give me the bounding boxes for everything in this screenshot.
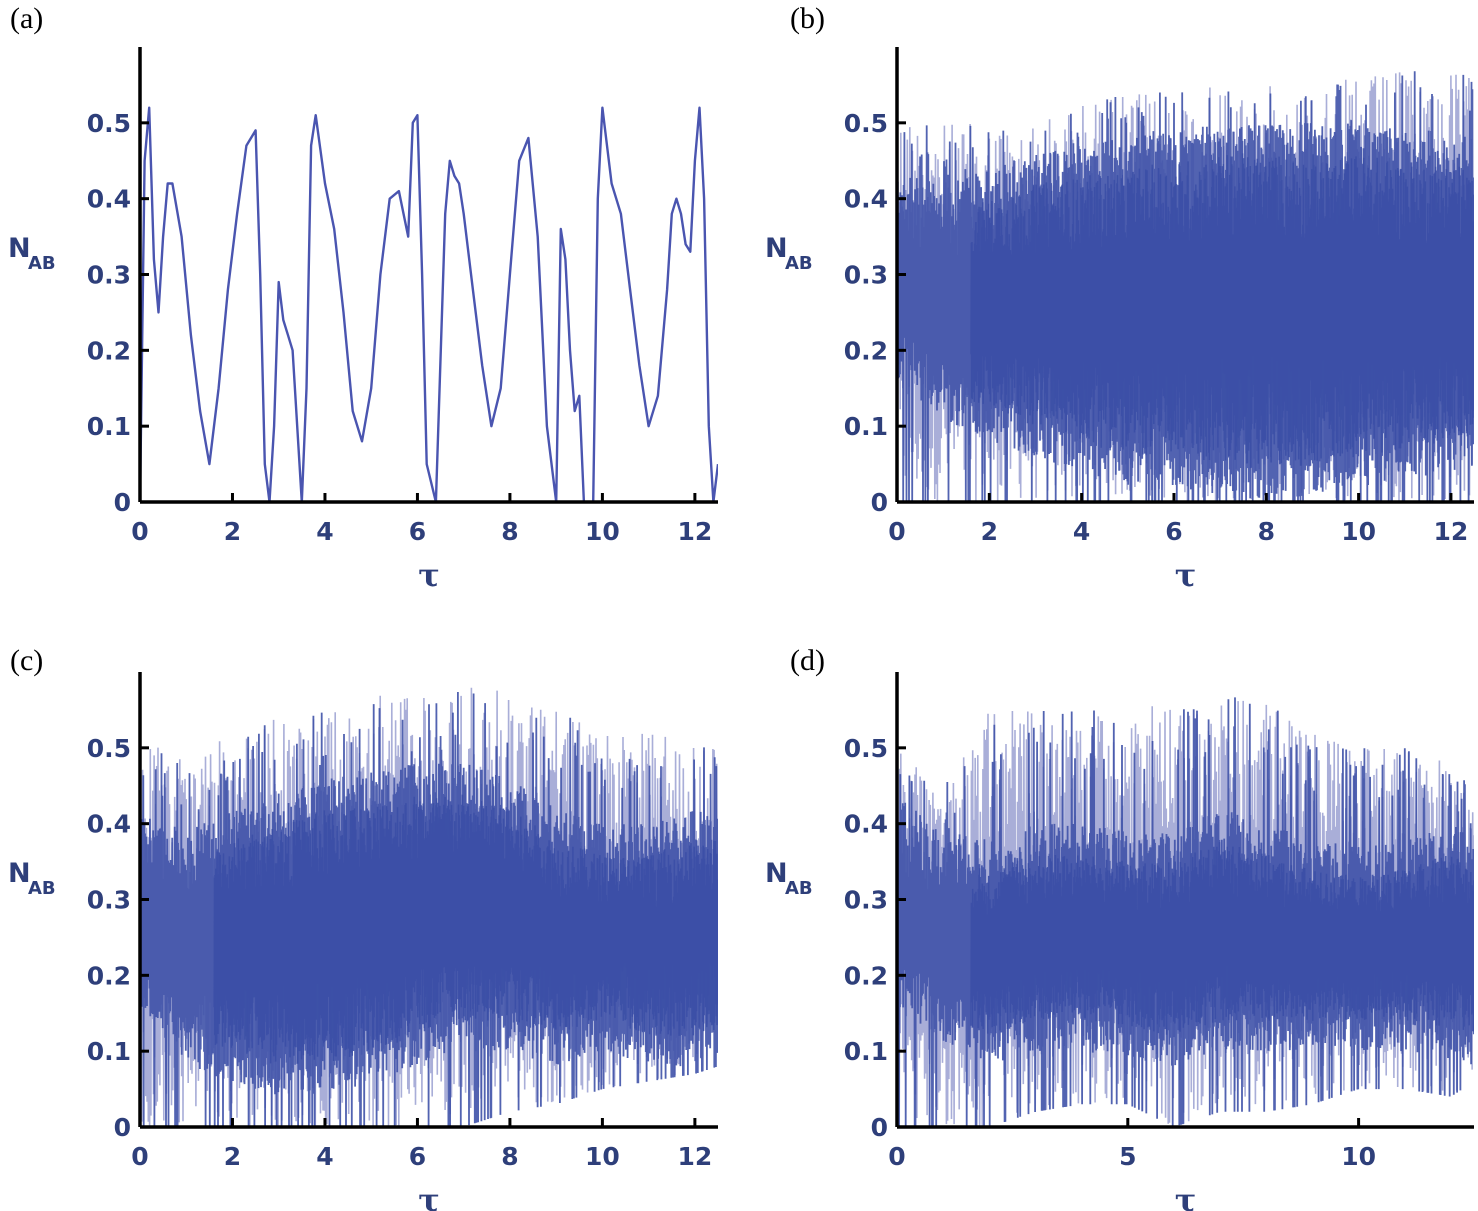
x-tick-label: 2: [224, 1142, 241, 1171]
y-tick-label: 0.1: [844, 1037, 888, 1066]
y-tick-label: 0.5: [844, 109, 888, 138]
x-tick-label: 10: [1341, 1142, 1376, 1171]
plot-area: [140, 106, 718, 502]
y-tick-label: 0.1: [87, 1037, 131, 1066]
y-tick-label: 0.3: [844, 886, 888, 915]
plot-area: [140, 687, 718, 1127]
y-axis-label-subscript: AB: [785, 878, 813, 899]
x-tick-label: 0: [888, 1142, 905, 1171]
x-tick-label: 2: [224, 517, 241, 546]
x-tick-label: 0: [131, 1142, 148, 1171]
y-tick-label: 0.4: [844, 810, 888, 839]
y-tick-label: 0.3: [87, 886, 131, 915]
x-tick-label: 6: [409, 1142, 426, 1171]
y-tick-label: 0.3: [844, 261, 888, 290]
chart-panel-d: 0 0.1 0.2 0.3 0.4 0.5 0 5 10 (d) τ NAB: [765, 644, 1474, 1211]
y-tick-label: 0.2: [844, 961, 888, 990]
x-tick-label: 6: [409, 517, 426, 546]
x-axis-label: τ: [1175, 556, 1197, 594]
y-tick-label: 0.5: [844, 734, 888, 763]
y-tick-label: 0.2: [844, 336, 888, 365]
x-tick-label: 2: [981, 517, 998, 546]
x-tick-label: 4: [316, 517, 333, 546]
y-tick-label: 0: [871, 488, 888, 517]
x-tick-label: 0: [888, 517, 905, 546]
x-tick-label: 8: [501, 1142, 518, 1171]
series-core: [970, 153, 1474, 469]
y-tick-label: 0: [114, 488, 131, 517]
chart-panel-b: 0 0.1 0.2 0.3 0.4 0.5 0 2 4 6 8 10 12 (b) τ NAB: [765, 2, 1474, 594]
x-tick-label: 10: [585, 517, 620, 546]
x-tick-label: 4: [316, 1142, 333, 1171]
y-tick-label: 0: [871, 1113, 888, 1142]
x-axis-label: τ: [1175, 1181, 1197, 1211]
x-tick-label: 0: [131, 517, 148, 546]
y-axis-label-subscript: AB: [785, 253, 813, 274]
y-tick-label: 0.4: [844, 185, 888, 214]
y-axis-label: N: [8, 858, 31, 889]
y-tick-label: 0.1: [844, 412, 888, 441]
x-tick-label: 8: [501, 517, 518, 546]
y-axis-label-subscript: AB: [28, 253, 56, 274]
x-tick-label: 10: [585, 1142, 620, 1171]
y-tick-label: 0.5: [87, 734, 131, 763]
panel-label: (b): [790, 2, 825, 35]
y-tick-label: 0.4: [87, 185, 131, 214]
y-tick-label: 0: [114, 1113, 131, 1142]
chart-panel-c: 0 0.1 0.2 0.3 0.4 0.5 0 2 4 6 8 10 12 (c) τ NAB: [8, 644, 718, 1211]
x-axis-label: τ: [418, 556, 440, 594]
y-tick-label: 0.2: [87, 336, 131, 365]
x-tick-label: 4: [1073, 517, 1090, 546]
x-axis-label: τ: [418, 1181, 440, 1211]
y-tick-label: 0.2: [87, 961, 131, 990]
plot-area: [897, 697, 1474, 1127]
x-tick-label: 5: [1119, 1142, 1136, 1171]
panel-label: (a): [10, 2, 43, 35]
series-line: [140, 106, 718, 502]
x-tick-label: 12: [677, 517, 712, 546]
chart-panel-a: 0 0.1 0.2 0.3 0.4 0.5 0 2 4 6 8 10 12 (a) τ NAB: [8, 2, 718, 594]
y-tick-label: 0.4: [87, 810, 131, 839]
y-tick-label: 0.5: [87, 109, 131, 138]
series-core: [213, 794, 718, 1065]
plot-area: [897, 71, 1474, 502]
x-tick-label: 12: [1434, 517, 1469, 546]
y-axis-label: N: [765, 233, 788, 264]
x-tick-label: 10: [1341, 517, 1376, 546]
x-tick-label: 8: [1258, 517, 1275, 546]
y-tick-label: 0.1: [87, 412, 131, 441]
y-axis-label: N: [8, 233, 31, 264]
panel-label: (d): [790, 644, 825, 677]
y-tick-label: 0.3: [87, 261, 131, 290]
panel-label: (c): [10, 644, 43, 677]
x-tick-label: 6: [1165, 517, 1182, 546]
x-tick-label: 12: [677, 1142, 712, 1171]
y-axis-label-subscript: AB: [28, 878, 56, 899]
y-axis-label: N: [765, 858, 788, 889]
series-core: [970, 842, 1474, 1035]
